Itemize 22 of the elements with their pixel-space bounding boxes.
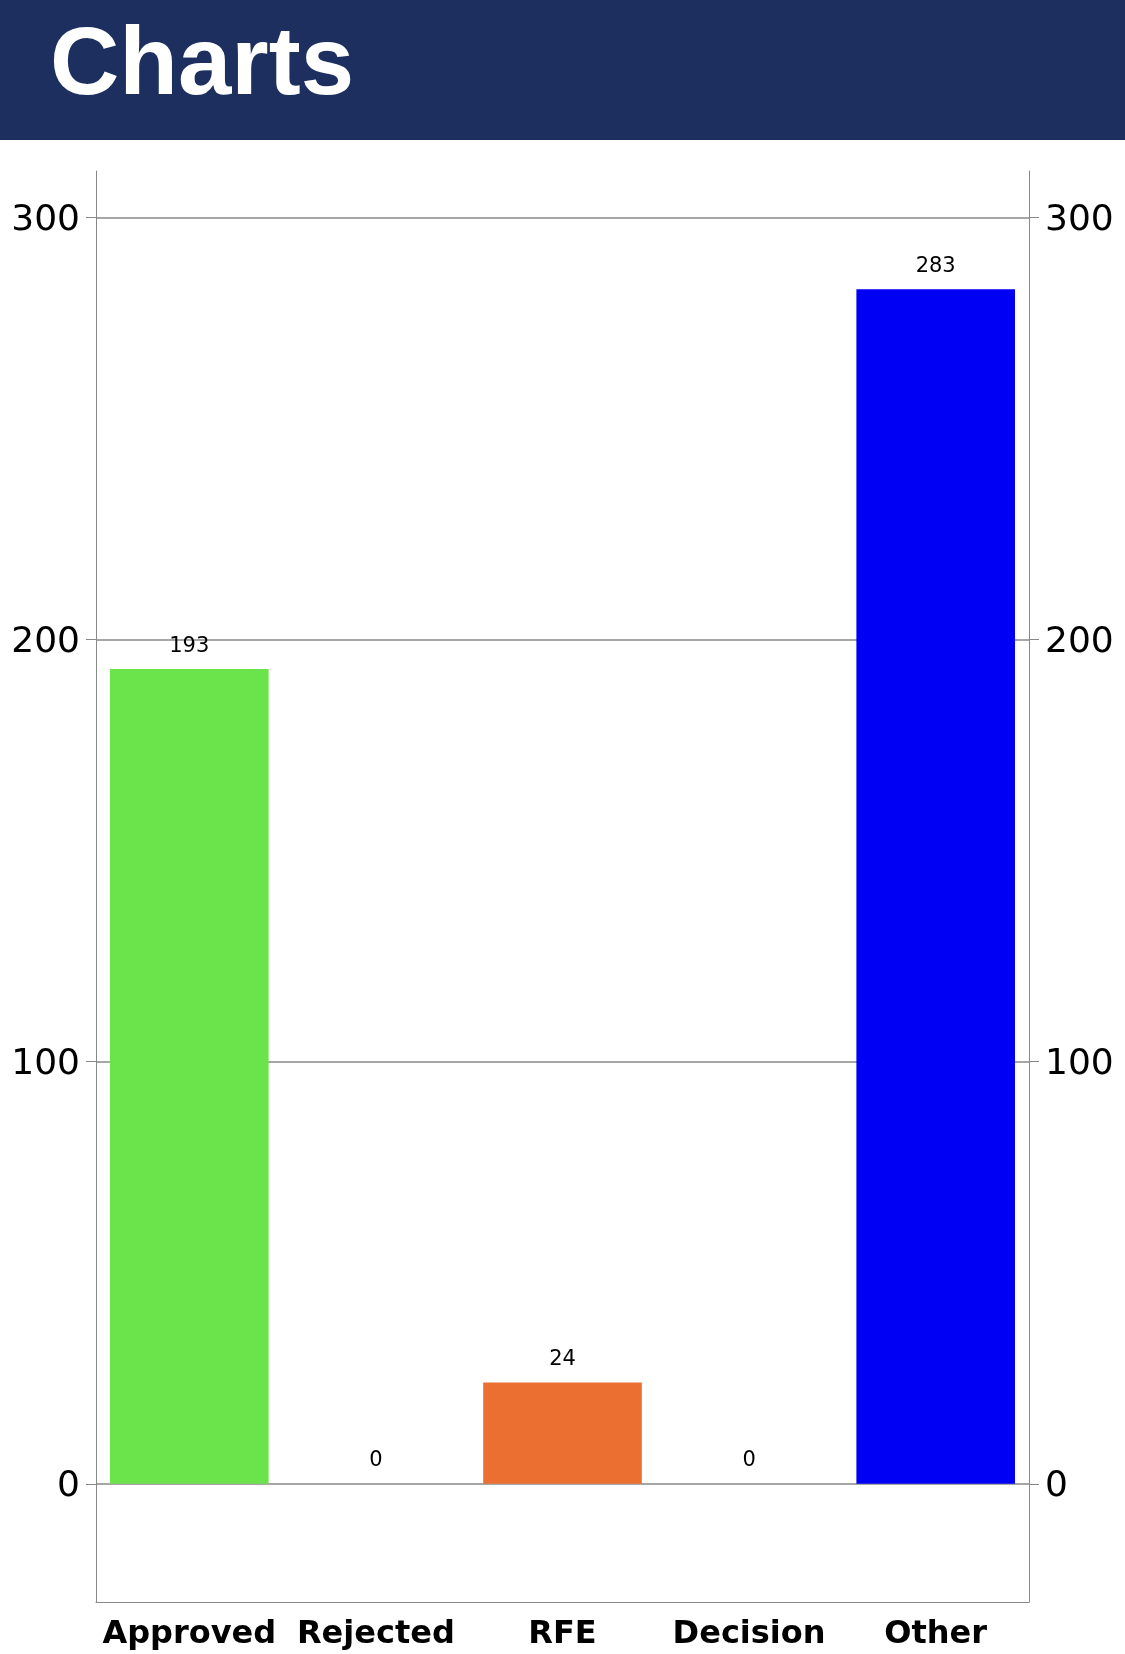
y-tick-label: 200 bbox=[11, 619, 80, 661]
y-tick-label: 0 bbox=[57, 1463, 80, 1505]
y2-tick-label: 300 bbox=[1045, 196, 1114, 238]
y2-tick-label: 100 bbox=[1045, 1041, 1114, 1083]
x-tick-label: Decision bbox=[672, 1613, 826, 1651]
y2-tick-label: 200 bbox=[1045, 619, 1114, 661]
bar bbox=[483, 1382, 642, 1484]
x-tick-label: Other bbox=[884, 1613, 988, 1651]
bar bbox=[856, 289, 1016, 1484]
x-tick-label: Rejected bbox=[296, 1613, 455, 1651]
data-label: 193 bbox=[169, 632, 210, 657]
data-label: 283 bbox=[915, 252, 956, 277]
data-label: 24 bbox=[549, 1346, 576, 1370]
x-tick-label: RFE bbox=[528, 1613, 597, 1651]
chart-title: Charts bbox=[50, 6, 355, 116]
bar bbox=[110, 669, 269, 1484]
x-tick-label: Approved bbox=[102, 1613, 277, 1651]
y2-tick-label: 0 bbox=[1045, 1463, 1068, 1505]
data-label: 0 bbox=[742, 1447, 756, 1472]
y-tick-label: 300 bbox=[11, 196, 80, 238]
data-label: 0 bbox=[369, 1447, 383, 1472]
y-tick-label: 100 bbox=[11, 1041, 80, 1083]
